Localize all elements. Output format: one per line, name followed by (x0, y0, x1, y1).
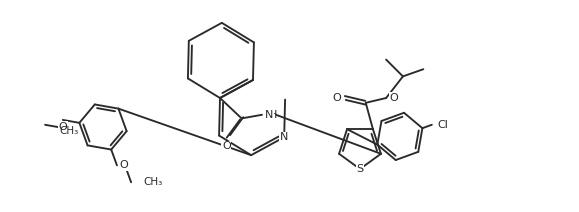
Text: O: O (222, 141, 231, 151)
Text: H: H (269, 110, 277, 120)
Text: S: S (357, 164, 364, 174)
Text: O: O (119, 160, 128, 170)
Text: N: N (280, 132, 288, 142)
Text: O: O (58, 122, 67, 132)
Text: Cl: Cl (438, 120, 449, 130)
Text: CH₃: CH₃ (59, 126, 78, 136)
Text: CH₃: CH₃ (143, 177, 162, 187)
Text: O: O (332, 93, 342, 103)
Text: O: O (389, 93, 398, 103)
Text: N: N (265, 110, 273, 120)
